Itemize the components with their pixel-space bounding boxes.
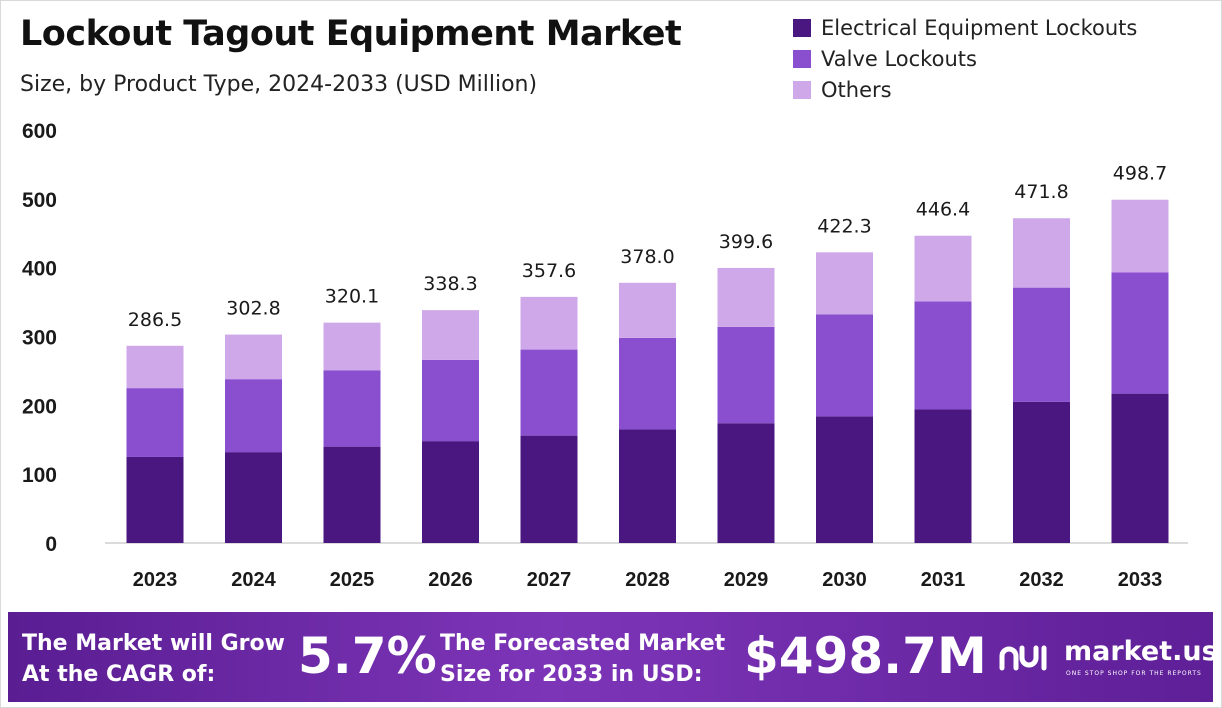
x-tick-label: 2025 <box>330 569 375 591</box>
bar-segment-electrical <box>126 456 184 543</box>
x-tick-label: 2027 <box>527 569 572 591</box>
bar-segment-valve <box>1013 287 1070 402</box>
bar-segment-others <box>1013 218 1070 288</box>
legend-swatch-electrical <box>793 18 811 37</box>
x-tick-label: 2026 <box>428 569 473 591</box>
bar-segment-others <box>914 235 972 302</box>
x-tick-label: 2030 <box>822 569 867 591</box>
x-tick-label: 2031 <box>921 569 966 591</box>
bar-total-label: 302.8 <box>226 298 280 320</box>
y-tick-label: 100 <box>22 464 57 487</box>
bar-segment-valve <box>520 349 578 436</box>
x-tick-label: 2029 <box>724 569 769 591</box>
bar-segment-valve <box>619 337 676 430</box>
brand-tagline: ONE STOP SHOP FOR THE REPORTS <box>1066 670 1202 677</box>
legend-item-others: Others <box>793 74 1137 105</box>
bar-segment-valve <box>914 301 972 410</box>
forecast-label-line2: Size for 2033 in USD: <box>440 662 703 687</box>
summary-banner: The Market will Grow At the CAGR of: 5.7… <box>8 612 1218 702</box>
bar-segment-electrical <box>520 435 578 543</box>
cagr-label: The Market will Grow At the CAGR of: <box>22 628 285 690</box>
x-tick-label: 2024 <box>231 569 276 591</box>
x-tick-label: 2033 <box>1118 569 1163 591</box>
bar-total-label: 378.0 <box>620 246 674 268</box>
bar-total-label: 357.6 <box>522 260 576 282</box>
forecast-label-line1: The Forecasted Market <box>440 631 726 656</box>
bar-total-label: 320.1 <box>325 286 379 308</box>
bar-segment-others <box>619 282 676 338</box>
brand-name: market.us <box>1064 636 1218 667</box>
y-tick-label: 300 <box>22 327 57 350</box>
cagr-label-line2: At the CAGR of: <box>22 662 216 687</box>
market-us-logo-icon <box>999 645 1047 671</box>
y-tick-label: 0 <box>45 533 57 556</box>
bar-total-label: 399.6 <box>719 231 773 253</box>
bar-segment-valve <box>1111 272 1169 394</box>
bar-total-label: 498.7 <box>1113 163 1167 185</box>
bar-chart: 0 100 200 300 400 500 600 286.5 2023 302.8 2024 320… <box>22 120 1188 591</box>
bar-segment-electrical <box>422 441 479 543</box>
bar-segment-electrical <box>323 446 381 543</box>
cagr-label-line1: The Market will Grow <box>22 631 285 656</box>
bar-total-label: 446.4 <box>916 199 970 221</box>
legend-item-valve: Valve Lockouts <box>793 43 1137 74</box>
x-tick-label: 2028 <box>625 569 670 591</box>
chart-legend: Electrical Equipment Lockouts Valve Lock… <box>793 12 1137 105</box>
x-tick-label: 2032 <box>1019 569 1064 591</box>
legend-label-valve: Valve Lockouts <box>821 46 977 71</box>
y-tick-label: 400 <box>22 258 57 281</box>
bar-segment-electrical <box>619 429 676 543</box>
bar-segment-others <box>422 310 479 360</box>
x-tick-label: 2023 <box>133 569 178 591</box>
bar-segment-others <box>816 252 873 315</box>
bar-segment-valve <box>422 359 479 442</box>
bar-segment-valve <box>717 326 775 424</box>
cagr-value: 5.7% <box>298 627 437 685</box>
bar-segment-others <box>126 345 184 389</box>
bar-segment-valve <box>816 314 873 417</box>
bar-segment-electrical <box>1013 401 1070 543</box>
bar-segment-electrical <box>1111 393 1169 543</box>
legend-label-electrical: Electrical Equipment Lockouts <box>821 15 1138 40</box>
bar-total-label: 422.3 <box>817 215 871 237</box>
bar-segment-valve <box>225 379 282 453</box>
legend-label-others: Others <box>821 77 892 102</box>
y-tick-label: 600 <box>22 120 57 143</box>
bar-segment-others <box>225 334 282 380</box>
bar-segment-electrical <box>914 409 972 543</box>
chart-title: Lockout Tagout Equipment Market <box>20 14 682 54</box>
bar-segment-electrical <box>717 423 775 543</box>
bar-total-label: 471.8 <box>1014 181 1068 203</box>
bar-segment-others <box>323 322 381 371</box>
legend-swatch-valve <box>793 49 811 68</box>
bar-segment-electrical <box>816 416 873 543</box>
chart-subtitle: Size, by Product Type, 2024-2033 (USD Mi… <box>20 72 538 97</box>
forecast-value: $498.7M <box>744 627 987 685</box>
forecast-label: The Forecasted Market Size for 2033 in U… <box>440 628 725 690</box>
bar-total-label: 338.3 <box>423 273 477 295</box>
bar-segment-others <box>1111 199 1169 273</box>
bar-segment-valve <box>323 370 381 447</box>
legend-swatch-others <box>793 80 811 99</box>
bar-segment-electrical <box>225 452 282 543</box>
bar-segment-others <box>717 267 775 327</box>
bar-segment-others <box>520 296 578 350</box>
bar-segment-valve <box>126 388 184 457</box>
bar-total-label: 286.5 <box>128 309 182 331</box>
y-tick-label: 200 <box>22 395 57 418</box>
legend-item-electrical: Electrical Equipment Lockouts <box>793 12 1137 43</box>
y-tick-label: 500 <box>22 189 57 212</box>
